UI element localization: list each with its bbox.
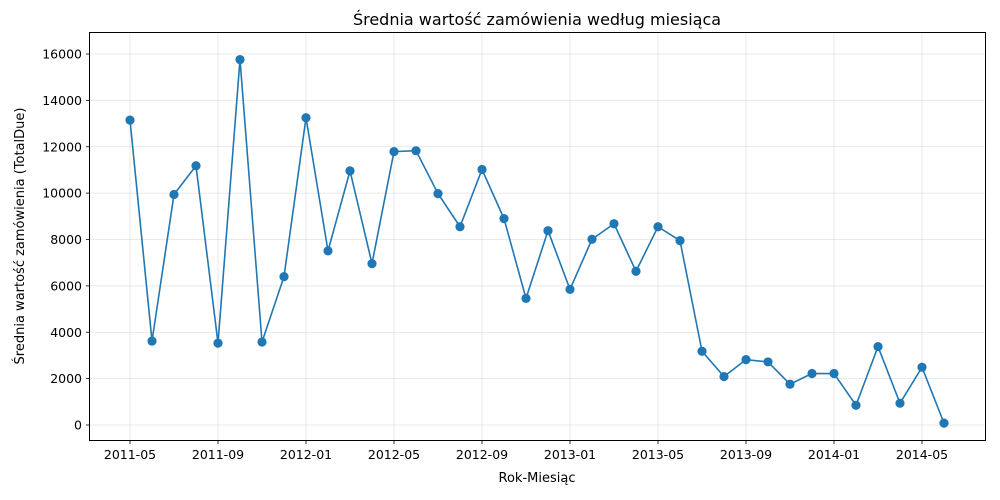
data-point: [455, 222, 465, 232]
data-point: [917, 362, 927, 372]
data-point: [851, 400, 861, 410]
data-point: [741, 355, 751, 365]
x-tick-label: 2013-09: [720, 447, 772, 462]
chart-title: Średnia wartość zamówienia według miesią…: [353, 10, 721, 29]
data-point: [301, 113, 311, 123]
x-tick-label: 2014-05: [896, 447, 948, 462]
x-tick-label: 2013-01: [544, 447, 596, 462]
data-point: [213, 338, 223, 348]
data-point: [653, 222, 663, 232]
data-point: [345, 166, 355, 176]
data-point: [763, 357, 773, 367]
data-point: [873, 342, 883, 352]
y-axis: 0 2000 4000 6000 8000 10000 12000 14000 16000: [42, 47, 90, 433]
y-axis-title: Średnia wartość zamówienia (TotalDue): [12, 108, 28, 365]
data-point: [697, 346, 707, 356]
data-point: [169, 189, 179, 200]
data-point: [939, 418, 949, 428]
data-point: [191, 161, 201, 171]
y-tick-label: 4000: [50, 325, 82, 340]
data-point: [719, 371, 729, 382]
data-point: [499, 214, 509, 224]
y-tick-label: 16000: [42, 47, 82, 62]
data-point: [587, 234, 597, 244]
data-point: [235, 54, 245, 65]
data-point: [675, 236, 685, 246]
y-tick-label: 2000: [50, 371, 82, 386]
x-tick-label: 2012-01: [280, 447, 332, 462]
x-tick-label: 2012-05: [368, 447, 420, 462]
y-tick-label: 14000: [42, 93, 82, 108]
data-point: [367, 259, 377, 269]
data-point: [433, 188, 443, 199]
data-point: [323, 246, 333, 256]
series-line: [129, 58, 945, 424]
data-point: [807, 368, 817, 379]
x-axis-title: Rok-Miesiąc: [499, 471, 576, 486]
y-tick-label: 6000: [50, 278, 82, 293]
series-layer: [125, 54, 949, 428]
data-point: [631, 266, 641, 276]
data-point: [829, 368, 839, 379]
plot-frame: [89, 32, 986, 441]
data-point: [785, 379, 795, 389]
data-point: [125, 115, 135, 125]
data-point: [279, 272, 289, 282]
data-point: [411, 146, 421, 156]
data-point: [609, 219, 619, 229]
data-point: [389, 147, 399, 157]
data-point: [543, 226, 553, 236]
x-tick-label: 2014-01: [808, 447, 860, 462]
data-point: [521, 293, 531, 303]
x-axis: 2011-05 2011-09 2012-01 2012-05 2012-09 2013-…: [104, 440, 948, 462]
x-tick-label: 2011-09: [192, 447, 244, 462]
data-point: [477, 164, 487, 175]
grid: [90, 33, 985, 440]
y-tick-label: 0: [74, 418, 82, 433]
data-point: [565, 284, 575, 294]
data-point: [147, 336, 157, 346]
x-tick-label: 2013-05: [632, 447, 684, 462]
y-tick-label: 10000: [42, 186, 82, 201]
y-tick-label: 8000: [50, 232, 82, 247]
data-point: [895, 398, 905, 408]
x-tick-label: 2011-05: [104, 447, 156, 462]
y-tick-label: 12000: [42, 139, 82, 154]
data-point: [257, 337, 267, 347]
x-tick-label: 2012-09: [456, 447, 508, 462]
